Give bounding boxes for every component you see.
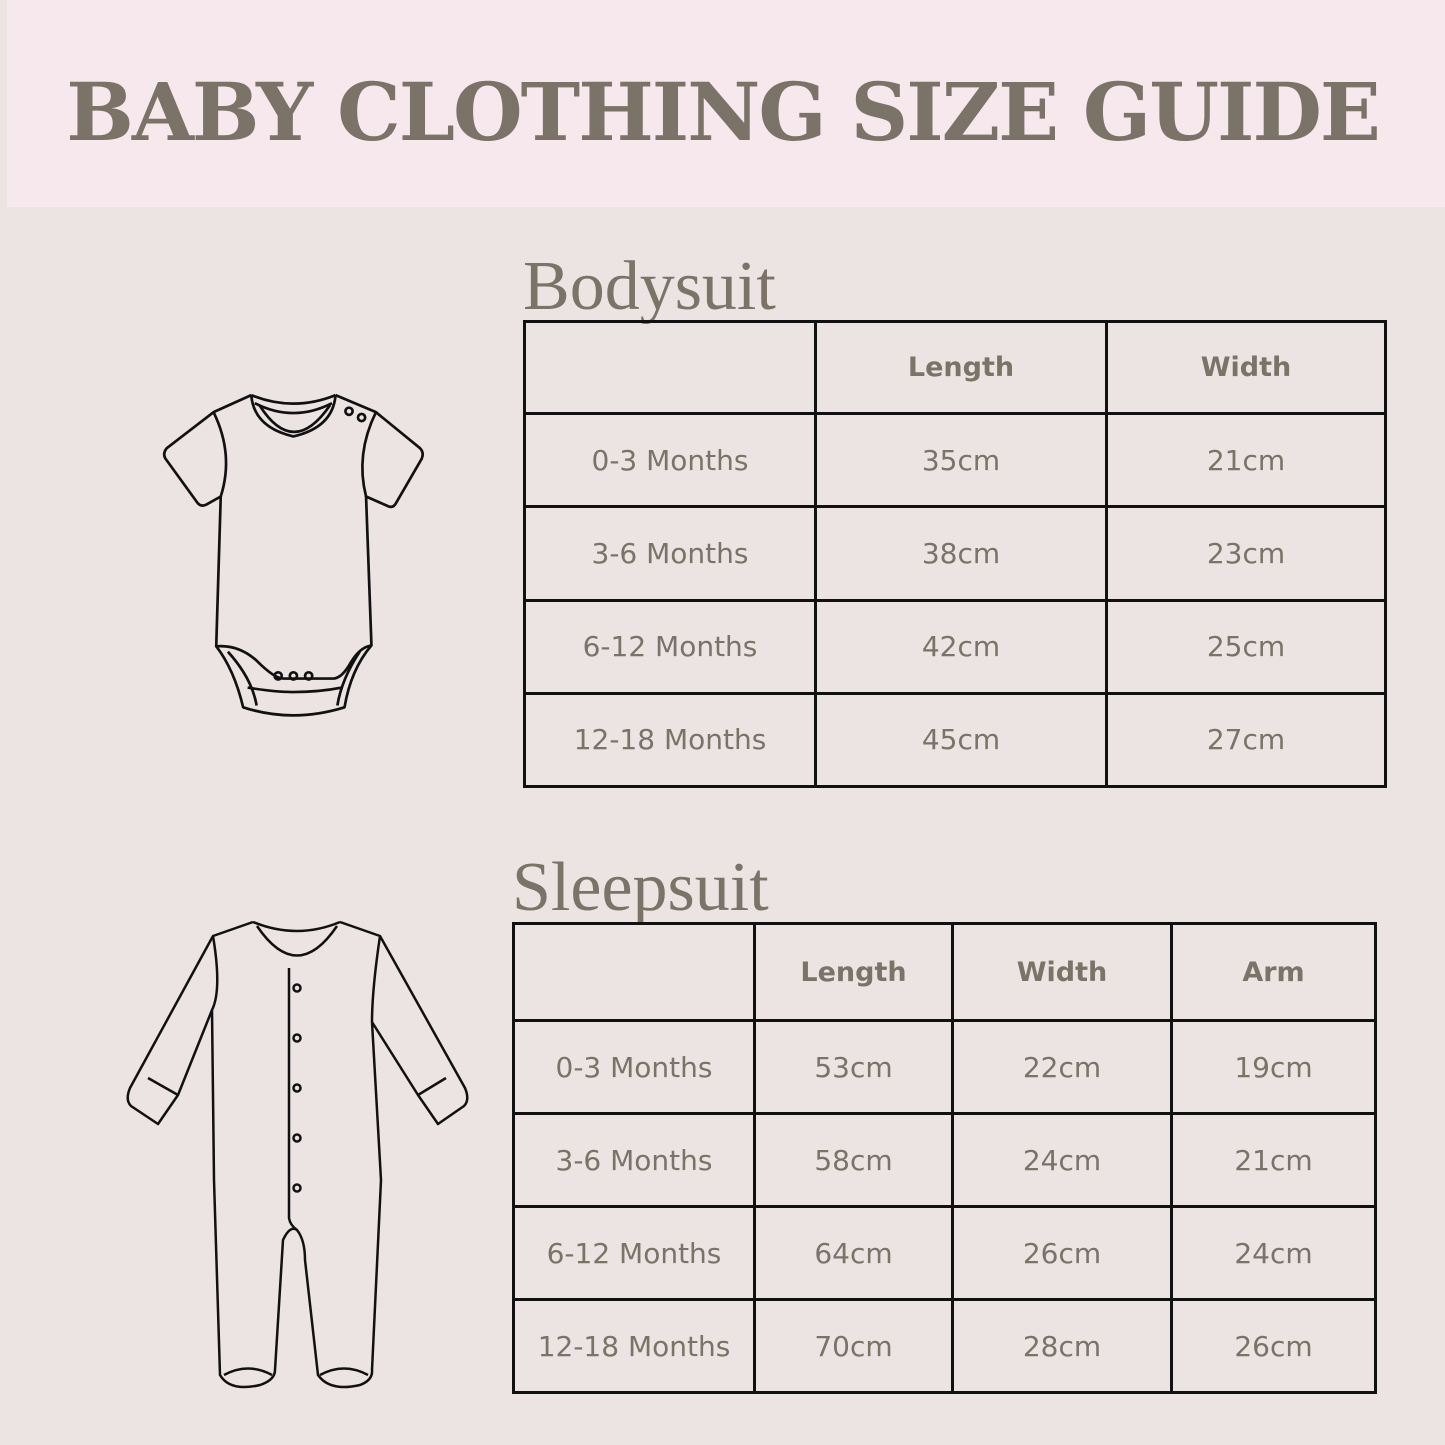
arm-cell: 24cm: [1170, 1205, 1377, 1301]
length-cell: 53cm: [753, 1019, 954, 1115]
length-cell: 35cm: [814, 411, 1108, 509]
arm-cell: 21cm: [1170, 1112, 1377, 1208]
size-cell: 12-18 Months: [523, 691, 817, 789]
length-cell: 70cm: [753, 1298, 954, 1394]
table-header-row: Length Width: [523, 320, 1387, 415]
length-cell: 45cm: [814, 691, 1108, 789]
width-cell: 26cm: [951, 1205, 1173, 1301]
table-header-row: Length Width Arm: [512, 922, 1377, 1022]
arm-cell: 26cm: [1170, 1298, 1377, 1394]
width-cell: 23cm: [1105, 505, 1387, 602]
size-cell: 12-18 Months: [512, 1298, 756, 1394]
arm-cell: 19cm: [1170, 1019, 1377, 1115]
table-row: 0-3 Months 53cm 22cm 19cm: [512, 1019, 1377, 1115]
length-cell: 64cm: [753, 1205, 954, 1301]
table-row: 12-18 Months 70cm 28cm 26cm: [512, 1298, 1377, 1394]
table-row: 6-12 Months 64cm 26cm 24cm: [512, 1205, 1377, 1301]
table-row: 0-3 Months 35cm 21cm: [523, 411, 1387, 509]
header-cell: [523, 320, 817, 415]
header-cell-length: Length: [814, 320, 1108, 415]
header-banner: [7, 0, 1445, 207]
size-cell: 0-3 Months: [523, 411, 817, 509]
bodysuit-size-table: Length Width 0-3 Months 35cm 21cm 3-6 Mont…: [523, 320, 1387, 789]
width-cell: 27cm: [1105, 691, 1387, 789]
header-cell-length: Length: [753, 922, 954, 1022]
width-cell: 21cm: [1105, 411, 1387, 509]
sleepsuit-icon: [126, 920, 469, 1389]
size-cell: 3-6 Months: [523, 505, 817, 602]
sleepsuit-size-table: Length Width Arm 0-3 Months 53cm 22cm 19cm …: [512, 922, 1377, 1394]
header-cell-width: Width: [951, 922, 1173, 1022]
size-cell: 0-3 Months: [512, 1019, 756, 1115]
length-cell: 42cm: [814, 598, 1108, 695]
header-cell: [512, 922, 756, 1022]
bodysuit-icon: [162, 393, 425, 717]
table-row: 3-6 Months 58cm 24cm 21cm: [512, 1112, 1377, 1208]
width-cell: 24cm: [951, 1112, 1173, 1208]
header-cell-width: Width: [1105, 320, 1387, 415]
sleepsuit-title: Sleepsuit: [512, 849, 769, 926]
bodysuit-title: Bodysuit: [523, 248, 776, 325]
width-cell: 22cm: [951, 1019, 1173, 1115]
table-row: 12-18 Months 45cm 27cm: [523, 691, 1387, 789]
width-cell: 25cm: [1105, 598, 1387, 695]
length-cell: 38cm: [814, 505, 1108, 602]
size-cell: 3-6 Months: [512, 1112, 756, 1208]
length-cell: 58cm: [753, 1112, 954, 1208]
size-cell: 6-12 Months: [512, 1205, 756, 1301]
width-cell: 28cm: [951, 1298, 1173, 1394]
size-cell: 6-12 Months: [523, 598, 817, 695]
table-row: 3-6 Months 38cm 23cm: [523, 505, 1387, 602]
page-title: BABY CLOTHING SIZE GUIDE: [66, 65, 1381, 159]
table-row: 6-12 Months 42cm 25cm: [523, 598, 1387, 695]
header-cell-arm: Arm: [1170, 922, 1377, 1022]
